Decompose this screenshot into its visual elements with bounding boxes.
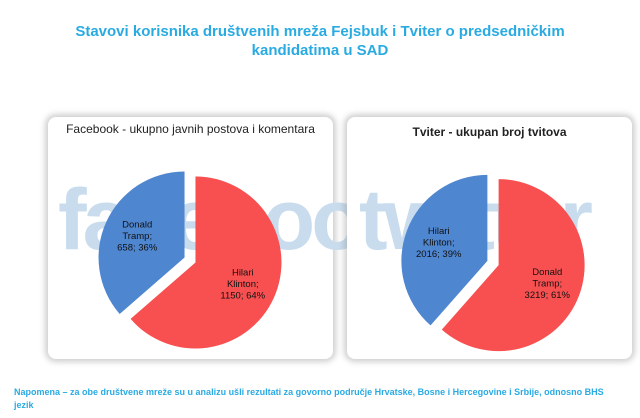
footnote: Napomena – za obe društvene mreže su u a… xyxy=(14,387,604,410)
pie-slice-hilari-klinton xyxy=(130,176,282,349)
facebook-chart-title: Facebook - ukupno javnih postova i komen… xyxy=(66,122,315,136)
pie-label-line: 2016; 39% xyxy=(416,249,462,260)
pie-slice-donald-tramp xyxy=(98,171,185,314)
pie-label-line: Hilari xyxy=(232,268,254,279)
slide-title-line-1: Stavovi korisnika društvenih mreža Fejsb… xyxy=(75,23,565,40)
pie-label-hilari-klinton: Hilari Klinton; 2016; 39% xyxy=(416,226,462,260)
pie-label-line: 3219; 61% xyxy=(525,290,571,301)
slide-title-line-2: kandidatima u SAD xyxy=(251,42,389,59)
slide-title: Stavovi korisnika društvenih mreža Fejsb… xyxy=(20,22,620,60)
facebook-pie-slices xyxy=(98,171,282,349)
twitter-chart-title: Tviter - ukupan broj tvitova xyxy=(412,125,567,139)
pie-label-line: 658; 36% xyxy=(117,242,158,253)
pie-label-line: Hilari xyxy=(428,226,450,237)
pie-label-donald-tramp: Donald Tramp; 658; 36% xyxy=(117,219,158,253)
twitter-pie-slices xyxy=(401,174,585,352)
pie-slice-hilari-klinton xyxy=(401,174,488,326)
pie-label-line: Donald xyxy=(532,267,562,278)
pie-label-donald-tramp: Donald Tramp; 3219; 61% xyxy=(525,267,571,301)
pie-label-line: Klinton; xyxy=(423,238,455,249)
pie-slice-donald-tramp xyxy=(441,179,585,352)
pie-label-line: Klinton; xyxy=(227,279,259,290)
facebook-pie-chart: Hilari Klinton; 1150; 64% Donald Tramp; 658; … xyxy=(98,171,282,349)
twitter-pie-chart: Donald Tramp; 3219; 61% Hilari Klinton; 2016;… xyxy=(401,174,585,352)
pie-label-line: Tramp; xyxy=(532,278,562,289)
pie-label-hilari-klinton: Hilari Klinton; 1150; 64% xyxy=(220,268,265,302)
pie-label-line: 1150; 64% xyxy=(220,291,265,302)
pie-label-line: Donald xyxy=(122,219,152,230)
pie-label-line: Tramp; xyxy=(122,231,152,242)
facebook-pie-labels: Hilari Klinton; 1150; 64% Donald Tramp; 658; … xyxy=(117,219,266,301)
twitter-pie-labels: Donald Tramp; 3219; 61% Hilari Klinton; 2016;… xyxy=(416,226,571,301)
